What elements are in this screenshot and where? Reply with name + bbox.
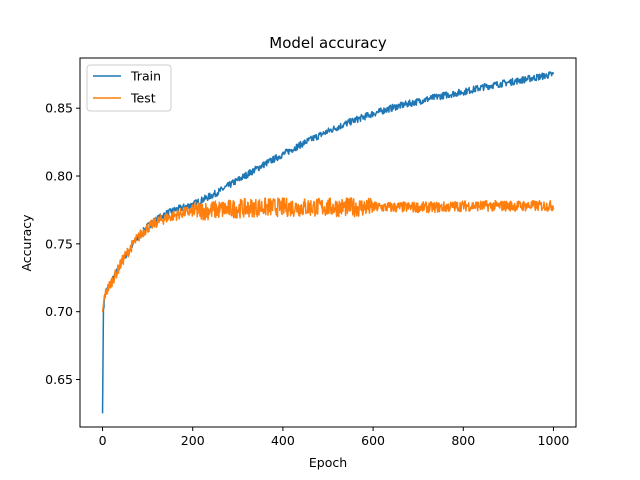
x-axis-ticks: 0 200 400 600 800 1000 [99, 427, 570, 448]
y-tick-label: 0.65 [45, 372, 73, 387]
chart-title: Model accuracy [269, 34, 387, 52]
series-line-test [101, 197, 555, 312]
y-tick-label: 0.70 [45, 304, 73, 319]
series-layer [101, 71, 555, 414]
x-tick-label: 600 [361, 433, 385, 448]
legend-label-test: Test [130, 91, 156, 106]
plot-frame [79, 57, 577, 428]
y-axis-label: Accuracy [19, 214, 34, 272]
x-tick-label: 400 [271, 433, 295, 448]
y-tick-label: 0.85 [45, 101, 73, 116]
y-tick-label: 0.80 [45, 169, 73, 184]
y-tick-label: 0.75 [45, 236, 73, 251]
legend-label-train: Train [130, 69, 161, 84]
x-axis-label: Epoch [309, 455, 347, 470]
x-tick-label: 0 [99, 433, 107, 448]
x-tick-label: 1000 [538, 433, 570, 448]
legend: Train Test [86, 64, 172, 112]
y-axis-ticks: 0.65 0.70 0.75 0.80 0.85 [45, 101, 80, 387]
x-tick-label: 200 [181, 433, 205, 448]
x-tick-label: 800 [451, 433, 475, 448]
